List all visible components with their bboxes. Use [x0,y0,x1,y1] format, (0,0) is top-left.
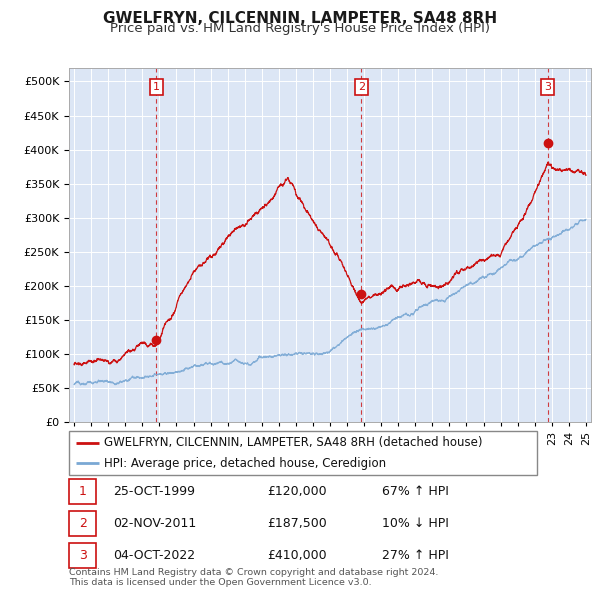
Text: 1: 1 [79,485,86,498]
Text: HPI: Average price, detached house, Ceredigion: HPI: Average price, detached house, Cere… [104,457,386,470]
Text: 1: 1 [153,82,160,92]
Text: 3: 3 [79,549,86,562]
FancyBboxPatch shape [69,543,96,568]
FancyBboxPatch shape [69,511,96,536]
Text: GWELFRYN, CILCENNIN, LAMPETER, SA48 8RH (detached house): GWELFRYN, CILCENNIN, LAMPETER, SA48 8RH … [104,436,482,449]
FancyBboxPatch shape [69,479,96,504]
Text: GWELFRYN, CILCENNIN, LAMPETER, SA48 8RH: GWELFRYN, CILCENNIN, LAMPETER, SA48 8RH [103,11,497,25]
FancyBboxPatch shape [69,431,537,475]
Text: 02-NOV-2011: 02-NOV-2011 [113,517,197,530]
Text: 25-OCT-1999: 25-OCT-1999 [113,485,196,498]
Text: £187,500: £187,500 [268,517,327,530]
Text: Price paid vs. HM Land Registry's House Price Index (HPI): Price paid vs. HM Land Registry's House … [110,22,490,35]
Text: 2: 2 [79,517,86,530]
Text: 67% ↑ HPI: 67% ↑ HPI [382,485,449,498]
Text: 10% ↓ HPI: 10% ↓ HPI [382,517,449,530]
Text: 3: 3 [544,82,551,92]
Text: Contains HM Land Registry data © Crown copyright and database right 2024.
This d: Contains HM Land Registry data © Crown c… [69,568,439,587]
Text: 2: 2 [358,82,365,92]
Text: 04-OCT-2022: 04-OCT-2022 [113,549,196,562]
Text: £410,000: £410,000 [268,549,327,562]
Text: £120,000: £120,000 [268,485,327,498]
Text: 27% ↑ HPI: 27% ↑ HPI [382,549,449,562]
